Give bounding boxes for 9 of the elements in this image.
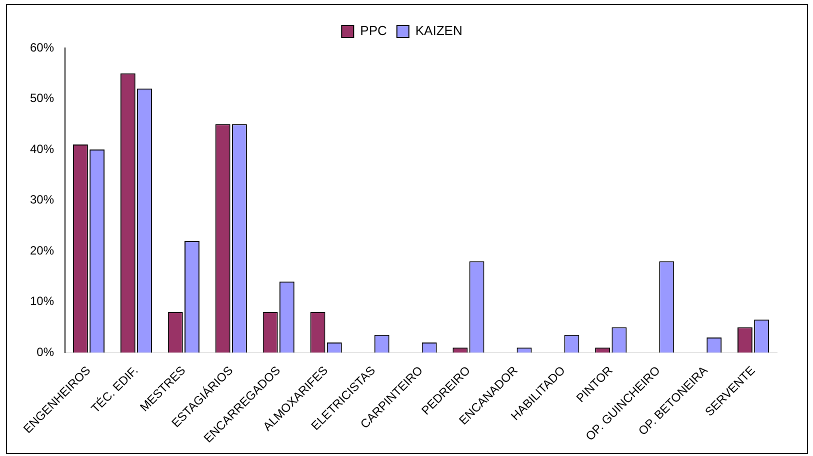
y-tick-label: 40% bbox=[30, 142, 54, 156]
legend-label: KAIZEN bbox=[415, 23, 462, 38]
y-tick-label: 60% bbox=[30, 40, 54, 54]
legend-label: PPC bbox=[360, 23, 387, 38]
y-tick-label: 20% bbox=[30, 243, 54, 258]
y-tick-label: 0% bbox=[36, 344, 54, 359]
y-tick-label: 10% bbox=[30, 294, 54, 308]
y-tick-label: 50% bbox=[30, 91, 54, 106]
y-tick-label: 30% bbox=[30, 192, 54, 207]
